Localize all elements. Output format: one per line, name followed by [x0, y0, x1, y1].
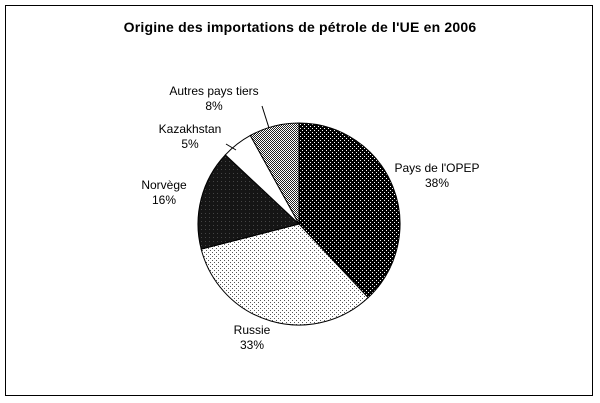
leader-line-3 [225, 143, 237, 151]
slice-value-label-0: 38% [425, 176, 449, 190]
slice-label-1: Russie [234, 323, 271, 337]
slice-label-3: Kazakhstan [159, 122, 222, 136]
slice-label-2: Norvège [141, 178, 187, 192]
slice-value-label-2: 16% [152, 193, 176, 207]
pie-slice-0 [298, 122, 401, 299]
pie-slice-1 [200, 223, 369, 326]
leader-line-4 [261, 105, 270, 129]
chart-title: Origine des importations de pétrole de l… [123, 19, 477, 35]
slice-label-0: Pays de l'OPEP [395, 161, 480, 175]
pie-slice-4 [249, 122, 300, 225]
slice-value-label-3: 5% [181, 137, 199, 151]
slice-value-label-1: 33% [240, 338, 264, 352]
pie-slice-2 [197, 154, 301, 250]
slice-value-label-4: 8% [205, 99, 223, 113]
slice-label-4: Autres pays tiers [169, 84, 258, 98]
